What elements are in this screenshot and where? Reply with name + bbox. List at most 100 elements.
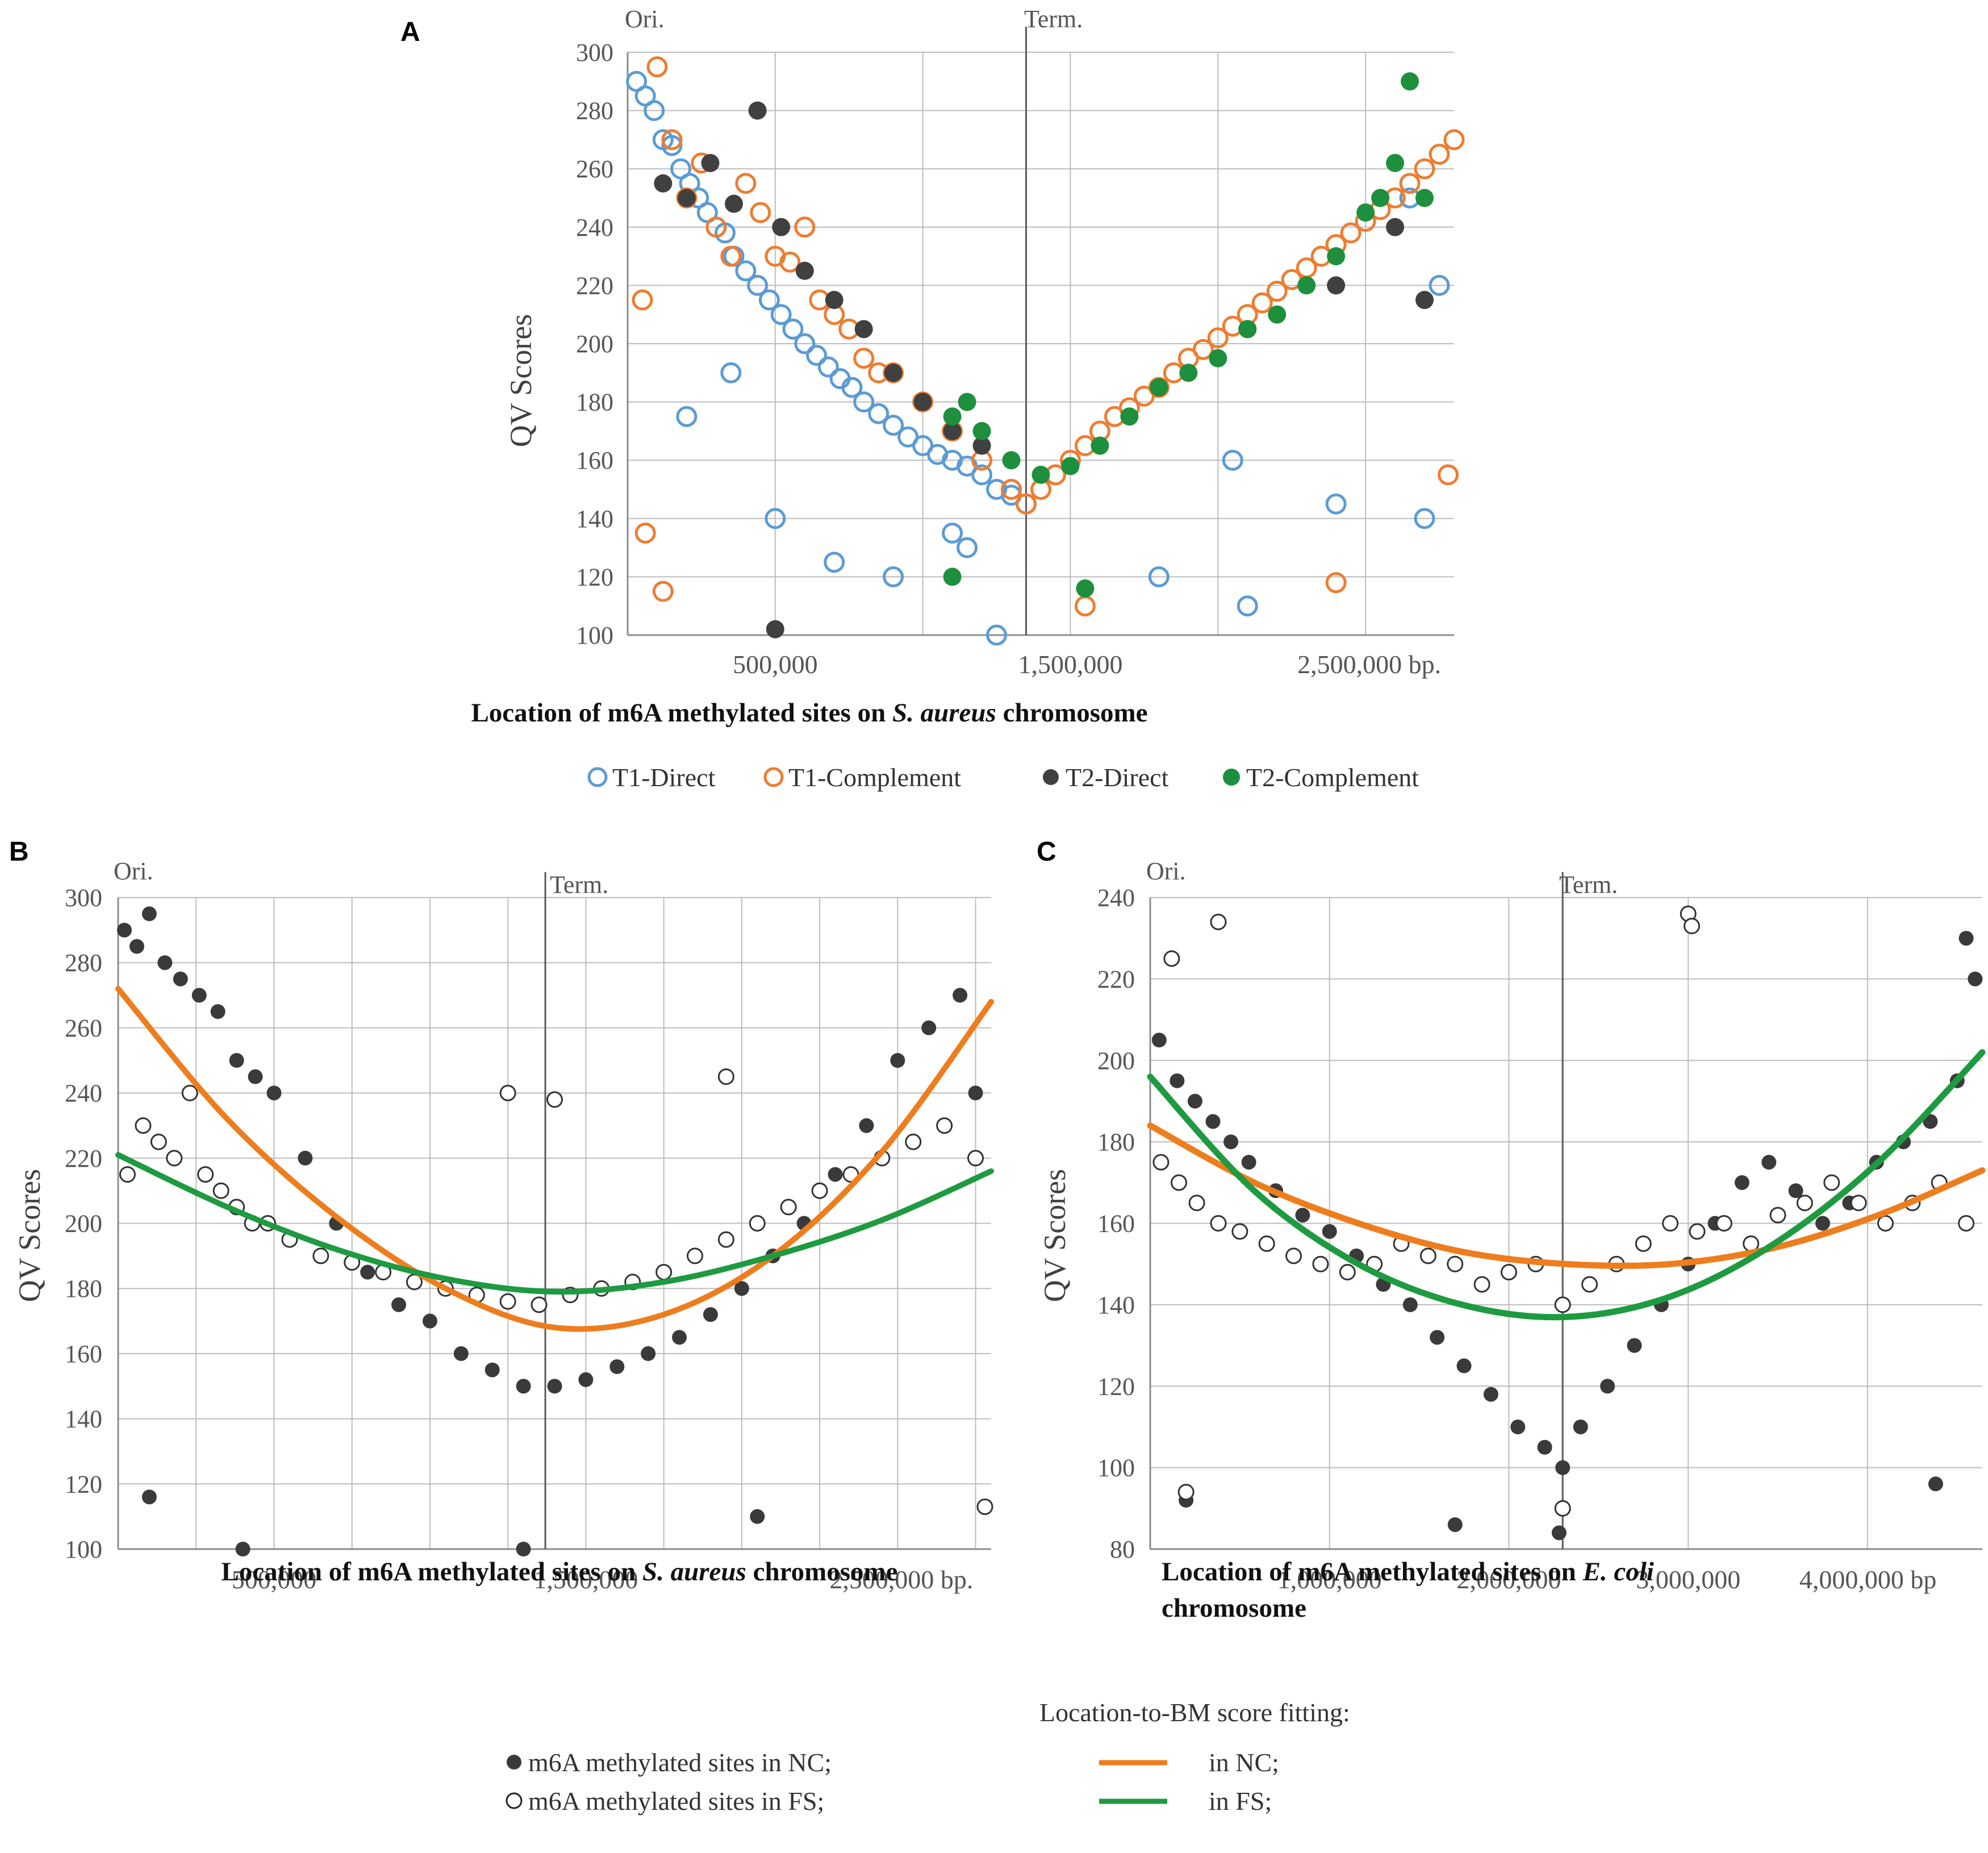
legend-label-t2-complement: T2-Complement <box>1246 763 1419 792</box>
data-point <box>1322 1224 1337 1239</box>
data-point <box>141 1489 157 1505</box>
data-point <box>1399 173 1421 194</box>
data-point <box>1386 218 1405 236</box>
data-point <box>853 391 875 413</box>
panel-c: C 80 100 120 140 160 180 200 220 240 1,000,000 2,… <box>1037 837 1986 1623</box>
y-tick-label: 120 <box>1097 1372 1135 1400</box>
y-axis-title-b: QV Scores <box>12 1169 47 1302</box>
x-axis-title-c: Location of m6A methylated sites on E. c… <box>1162 1557 1654 1587</box>
x-tick-label: 500,000 <box>733 650 818 679</box>
data-point <box>1968 971 1983 987</box>
data-point <box>547 1379 562 1394</box>
data-point <box>1689 1223 1706 1240</box>
data-point <box>1210 1215 1227 1232</box>
data-point <box>1179 364 1198 382</box>
legend-fit-title: Location-to-BM score fitting: <box>1039 1698 1350 1727</box>
data-point <box>943 421 962 440</box>
data-point <box>150 1133 167 1150</box>
fit-lines-b <box>115 986 994 1332</box>
data-point <box>1016 493 1037 515</box>
data-point <box>1627 1338 1642 1353</box>
data-point <box>1429 274 1450 296</box>
data-point <box>750 1509 765 1524</box>
data-point <box>1877 1215 1894 1232</box>
data-point <box>1251 292 1273 314</box>
data-point <box>609 1359 625 1374</box>
data-point <box>1815 1216 1830 1231</box>
data-point <box>1187 1094 1202 1109</box>
data-point <box>1150 378 1168 397</box>
y-axis-title-a: QV Scores <box>504 314 538 447</box>
x-axis-title-c-line2: chromosome <box>1162 1593 1306 1623</box>
data-point <box>1554 1296 1571 1313</box>
data-point <box>703 1307 718 1322</box>
y-tick-label: 200 <box>65 1210 102 1238</box>
data-point <box>1205 1114 1221 1129</box>
data-point <box>953 988 968 1003</box>
x-tick-label: 3,000,000 <box>1636 1565 1740 1594</box>
data-point <box>1447 1255 1464 1272</box>
data-point <box>248 1069 263 1084</box>
data-point <box>936 1117 953 1134</box>
y-tick-label: 220 <box>1097 965 1135 993</box>
data-point <box>782 318 804 340</box>
data-point <box>720 362 742 383</box>
data-point <box>1091 436 1109 455</box>
data-point <box>1788 1183 1803 1199</box>
fit-curve-infs <box>1147 1049 1986 1321</box>
data-point <box>766 620 784 638</box>
data-point <box>141 906 157 921</box>
data-point <box>734 1281 749 1296</box>
legend-marker-nc <box>507 1755 521 1769</box>
data-point <box>794 216 816 238</box>
y-tick-label: 140 <box>576 505 613 533</box>
data-point <box>1483 1387 1498 1402</box>
data-point <box>868 403 889 424</box>
data-point <box>646 56 668 78</box>
data-point <box>1958 1215 1975 1232</box>
legend-marker-t2-complement <box>1223 769 1240 786</box>
data-point <box>655 1264 673 1281</box>
data-point <box>1152 1154 1170 1171</box>
data-point <box>1635 1235 1652 1252</box>
data-point <box>1429 144 1450 165</box>
data-point <box>972 436 991 455</box>
y-tick-label: 160 <box>576 446 613 474</box>
y-tick-label: 260 <box>576 155 613 183</box>
y-tick-label: 80 <box>1110 1535 1135 1563</box>
data-point <box>1258 1235 1275 1252</box>
data-point <box>747 274 769 296</box>
data-point <box>701 153 720 172</box>
data-point <box>644 100 665 122</box>
data-point <box>720 245 742 267</box>
x-axis-title-b-part3: chromosome <box>746 1557 898 1587</box>
y-axis-title-c: QV Scores <box>1038 1169 1072 1302</box>
x-axis-title-b: Location of m6A methylated sites on S. a… <box>221 1557 897 1587</box>
data-point <box>748 101 767 120</box>
data-point <box>191 988 207 1003</box>
data-point <box>1796 1195 1813 1212</box>
y-tick-label: 120 <box>65 1470 102 1498</box>
data-point <box>942 522 963 544</box>
y-tick-label: 100 <box>576 621 613 649</box>
y-tick-label: 200 <box>576 330 613 358</box>
x-tick-label: 2,500,000 bp. <box>1297 650 1441 679</box>
data-point <box>173 971 188 987</box>
y-tick-label: 240 <box>1097 884 1135 912</box>
data-point <box>687 1247 704 1264</box>
y-tick-label: 220 <box>65 1145 102 1172</box>
data-point <box>905 1133 922 1150</box>
y-tick-label: 240 <box>576 214 613 241</box>
data-point <box>1402 1297 1418 1312</box>
data-point <box>672 1330 687 1345</box>
x-ticks-b: 500,000 1,500,000 2,500,000 bp. <box>232 1565 974 1594</box>
data-point <box>1325 572 1347 594</box>
data-point <box>1386 153 1405 172</box>
data-point <box>516 1379 531 1394</box>
data-point <box>725 194 744 213</box>
data-point <box>546 1091 563 1108</box>
data-point <box>1414 508 1435 529</box>
legend-marker-fs <box>506 1792 523 1809</box>
data-point <box>1761 1154 1777 1170</box>
data-point <box>360 1264 375 1280</box>
